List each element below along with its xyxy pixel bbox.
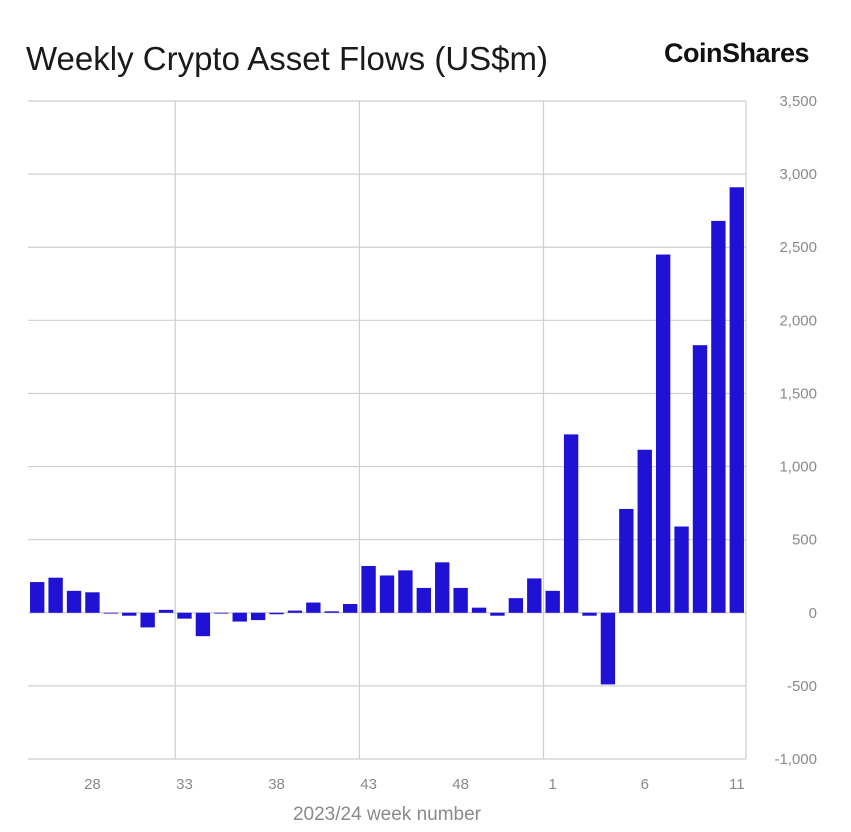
- bar-week-29: [103, 612, 119, 614]
- bar-week-45: [398, 570, 413, 613]
- bar-week-34: [195, 612, 211, 637]
- y-tick-label: 0: [809, 605, 817, 622]
- bar-week-10: [711, 220, 726, 613]
- bar-week-41: [324, 611, 339, 613]
- bar-week-11: [729, 187, 744, 613]
- y-tick-label: -1,000: [774, 751, 817, 768]
- y-tick-label: 3,000: [779, 166, 817, 183]
- bar-week-36: [232, 612, 247, 622]
- bar-week-51: [508, 598, 524, 613]
- bar-week-7: [655, 254, 671, 613]
- x-tick-label: 6: [641, 776, 649, 793]
- bar-week-25: [30, 582, 45, 613]
- y-tick-label: 1,500: [779, 385, 817, 402]
- bar-week-31: [140, 612, 155, 628]
- bar-week-3: [582, 612, 597, 616]
- bar-week-1: [545, 590, 560, 613]
- bar-week-28: [85, 592, 100, 613]
- bar-week-49: [471, 607, 487, 613]
- bar-week-5: [619, 508, 634, 613]
- x-tick-label: 11: [729, 776, 745, 793]
- y-tick-label: 2,500: [779, 239, 817, 256]
- bar-week-30: [122, 612, 137, 616]
- bar-week-26: [48, 577, 63, 613]
- bar-week-37: [250, 612, 266, 621]
- chart-title: Weekly Crypto Asset Flows (US$m): [26, 40, 549, 77]
- bar-week-2: [563, 434, 579, 613]
- bars: [30, 187, 744, 685]
- grid-lines: [28, 100, 747, 760]
- bar-week-40: [306, 602, 321, 613]
- x-tick-label: 1: [549, 776, 557, 793]
- x-tick-label: 33: [176, 776, 193, 793]
- bar-week-6: [637, 449, 652, 613]
- bar-week-46: [416, 587, 432, 613]
- bar-week-4: [600, 612, 616, 685]
- bar-week-52: [527, 578, 542, 613]
- bar-week-38: [269, 612, 284, 615]
- bar-week-9: [692, 345, 708, 613]
- bar-week-35: [214, 612, 229, 614]
- y-tick-label: -500: [787, 678, 817, 695]
- x-axis-title: 2023/24 week number: [293, 804, 482, 825]
- bar-week-44: [379, 575, 395, 613]
- x-tick-label: 48: [452, 776, 469, 793]
- y-axis-ticks: 3,500 3,000 2,500 2,000 1,500 1,000 500 0 -500 -1…: [774, 93, 817, 768]
- bar-week-39: [287, 610, 303, 613]
- x-tick-label: 43: [360, 776, 377, 793]
- bar-week-8: [674, 526, 689, 613]
- bar-week-42: [342, 604, 358, 613]
- y-tick-label: 3,500: [779, 93, 817, 110]
- x-tick-label: 28: [84, 776, 101, 793]
- x-tick-label: 38: [268, 776, 285, 793]
- coinshares-logo: CoinShares: [663, 38, 810, 68]
- bar-week-43: [361, 565, 376, 613]
- bar-week-48: [453, 587, 468, 613]
- y-tick-label: 500: [792, 532, 817, 549]
- bar-week-47: [435, 562, 450, 613]
- bar-week-32: [158, 609, 174, 613]
- y-tick-label: 2,000: [779, 312, 817, 329]
- bar-week-27: [66, 590, 82, 613]
- x-axis-ticks: 28 33 38 43 48 1 6 11: [84, 776, 744, 793]
- bar-week-50: [490, 612, 505, 616]
- y-tick-label: 1,000: [779, 459, 817, 476]
- bar-week-33: [177, 612, 192, 619]
